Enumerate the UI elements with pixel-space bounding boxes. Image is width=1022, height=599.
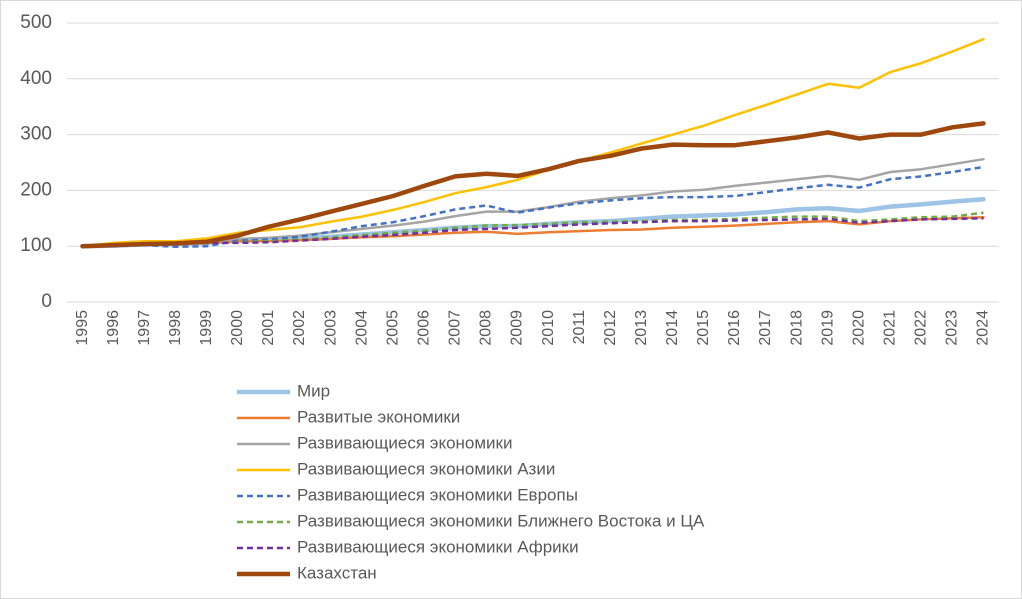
y-tick-label: 400 (20, 68, 52, 89)
x-tick-label: 2014 (664, 310, 681, 346)
series-line (80, 121, 986, 249)
y-tick-label: 200 (20, 179, 52, 200)
x-tick-label: 1997 (136, 310, 153, 346)
legend-label: Мир (297, 381, 330, 400)
x-tick-label: 2000 (229, 310, 246, 346)
x-tick-label: 1998 (167, 310, 184, 346)
x-tick-label: 1996 (105, 310, 122, 346)
series-line (82, 217, 984, 248)
legend-label: Развивающиеся экономики Африки (297, 537, 579, 556)
y-tick-label: 100 (20, 235, 52, 256)
x-tick-label: 2007 (447, 310, 464, 346)
legend-label: Развивающиеся экономики Азии (297, 459, 555, 478)
x-tick-label: 2021 (881, 310, 898, 346)
x-tick-label: 2017 (757, 310, 774, 346)
x-tick-label: 2002 (291, 310, 308, 346)
x-tick-label: 2001 (260, 310, 277, 346)
legend-label: Развивающиеся экономики Европы (297, 485, 578, 504)
x-tick-label: 2018 (788, 310, 805, 346)
legend-label: Казахстан (297, 563, 377, 582)
x-tick-label: 2016 (726, 310, 743, 346)
x-tick-label: 2015 (695, 310, 712, 346)
x-tick-label: 2023 (944, 310, 961, 346)
x-tick-label: 2010 (540, 310, 557, 346)
x-tick-label: 2012 (602, 310, 619, 346)
x-tick-label: 2006 (415, 310, 432, 346)
legend-label: Развитые экономики (297, 407, 460, 426)
legend-label: Развивающиеся экономики (297, 433, 513, 452)
x-tick-label: 2003 (322, 310, 339, 346)
x-tick-label: 2013 (633, 310, 650, 346)
x-tick-label: 2019 (819, 310, 836, 346)
y-tick-label: 0 (41, 291, 52, 312)
x-tick-label: 2020 (850, 310, 867, 346)
x-tick-label: 1995 (74, 310, 91, 346)
legend-label: Развивающиеся экономики Ближнего Востока… (297, 511, 705, 530)
y-tick-label: 500 (20, 12, 52, 33)
x-tick-label: 2008 (478, 310, 495, 346)
x-tick-label: 1999 (198, 310, 215, 346)
x-tick-label: 2022 (913, 310, 930, 346)
x-tick-label: 2009 (509, 310, 526, 346)
y-tick-label: 300 (20, 124, 52, 145)
x-tick-label: 2011 (571, 310, 588, 345)
x-tick-label: 2005 (384, 310, 401, 346)
x-tick-label: 2004 (353, 310, 370, 346)
x-tick-label: 2024 (975, 310, 992, 346)
